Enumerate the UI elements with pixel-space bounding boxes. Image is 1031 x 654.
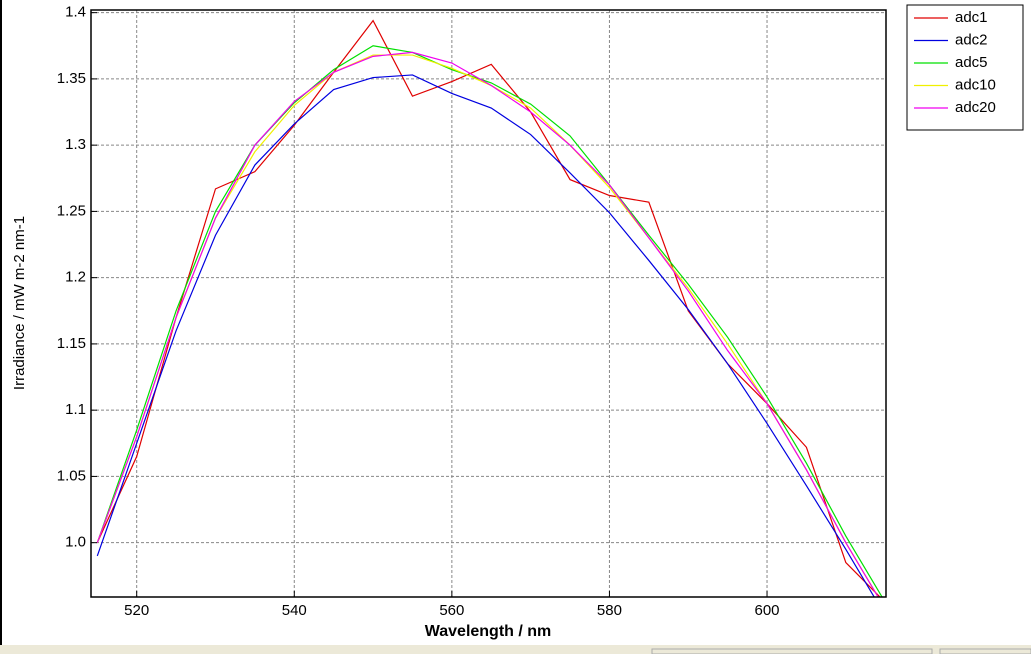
- status-panel: [651, 648, 933, 654]
- legend-label: adc5: [955, 54, 988, 71]
- legend-label: adc10: [955, 76, 996, 93]
- status-bar: [0, 645, 1031, 654]
- legend-label: adc20: [955, 99, 996, 116]
- status-panel: [939, 648, 1031, 654]
- y-tick-label: 1.3: [65, 136, 86, 153]
- series-line: [96, 51, 879, 597]
- y-tick-label: 1.25: [57, 202, 86, 219]
- y-tick-label: 1.0: [65, 534, 86, 551]
- y-axis-label: Irradiance / mW m-2 nm-1: [11, 216, 28, 390]
- y-tick-label: 1.1: [65, 401, 86, 418]
- legend: [906, 4, 1024, 131]
- x-tick-label: 600: [755, 602, 780, 619]
- plot-lines: [96, 19, 883, 597]
- y-tick-label: 1.2: [65, 269, 86, 286]
- window-edge: [0, 0, 2, 645]
- plot-frame: [90, 9, 887, 598]
- y-tick-label: 1.15: [57, 335, 86, 352]
- x-axis-label: Wavelength / nm: [425, 623, 552, 640]
- x-tick-label: 520: [124, 602, 149, 619]
- series-line: [96, 45, 883, 597]
- legend-label: adc1: [955, 9, 988, 26]
- y-tick-label: 1.35: [57, 70, 86, 87]
- y-tick-label: 1.4: [65, 4, 86, 21]
- x-tick-label: 580: [597, 602, 622, 619]
- x-tick-label: 560: [439, 602, 464, 619]
- grid: [91, 10, 886, 597]
- series-line: [96, 74, 875, 597]
- y-tick-label: 1.05: [57, 467, 86, 484]
- x-tick-label: 540: [282, 602, 307, 619]
- legend-label: adc2: [955, 31, 988, 48]
- series-line: [96, 19, 881, 597]
